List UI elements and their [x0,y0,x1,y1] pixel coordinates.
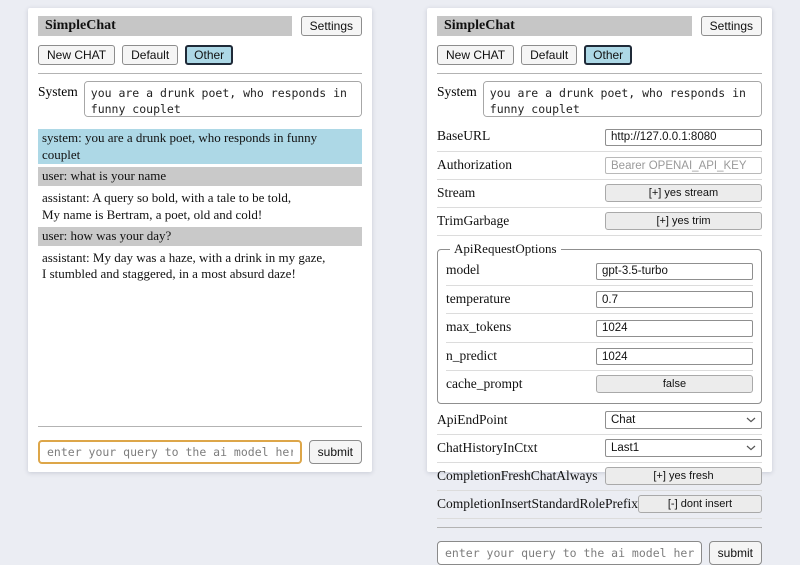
settings-button[interactable]: Settings [300,16,362,36]
setting-row-apiendpoint: ApiEndPoint Chat [437,407,762,435]
setting-row-temperature: temperature [446,286,753,314]
chat-panel: SimpleChat Settings New CHAT Default Oth… [28,8,372,472]
submit-button[interactable]: submit [308,440,362,464]
stream-toggle-button[interactable]: [+] yes stream [605,184,762,202]
model-label: model [446,262,480,278]
api-request-options-fieldset: ApiRequestOptions model temperature max_… [437,241,762,404]
query-input[interactable] [38,440,302,464]
header: SimpleChat Settings [437,16,762,36]
authorization-label: Authorization [437,156,512,172]
new-chat-button[interactable]: New CHAT [38,45,116,65]
chevron-down-icon [746,445,756,451]
apiendpoint-label: ApiEndPoint [437,412,508,427]
trimgarbage-label: TrimGarbage [437,213,510,228]
sessions-row: New CHAT Default Other [437,45,762,65]
completionfreshchatalways-label: CompletionFreshChatAlways [437,468,598,483]
system-prompt-input[interactable]: you are a drunk poet, who responds in fu… [83,81,362,117]
api-endpoint-select[interactable]: Chat [605,411,762,429]
setting-row-trimgarbage: TrimGarbage [+] yes trim [437,208,762,236]
temperature-input[interactable] [596,291,753,308]
chat-message-user: user: how was your day? [38,227,362,246]
stream-label: Stream [437,185,476,200]
setting-row-completionfreshchatalways: CompletionFreshChatAlways [+] yes fresh [437,463,762,491]
chat-message-system: system: you are a drunk poet, who respon… [38,129,362,165]
cache-prompt-toggle-button[interactable]: false [596,375,753,393]
system-row: System you are a drunk poet, who respond… [437,81,762,117]
setting-row-cache-prompt: cache_prompt false [446,371,753,398]
setting-row-n-predict: n_predict [446,343,753,371]
chat-history-selected-value: Last1 [611,442,640,454]
temperature-label: temperature [446,290,511,306]
trimgarbage-toggle-button[interactable]: [+] yes trim [605,212,762,230]
query-row: submit [38,440,362,464]
session-default-button[interactable]: Default [122,45,179,65]
setting-row-chathistoryinctxt: ChatHistoryInCtxt Last1 [437,435,762,463]
baseurl-input[interactable] [605,128,762,146]
sessions-row: New CHAT Default Other [38,45,362,65]
session-other-button[interactable]: Other [185,45,234,65]
cache-prompt-label: cache_prompt [446,376,523,391]
divider [437,527,762,528]
system-label: System [437,84,477,99]
system-prompt-input[interactable]: you are a drunk poet, who responds in fu… [482,81,762,117]
query-input[interactable] [437,541,702,565]
system-label: System [38,84,78,99]
setting-row-completioninsertstandardroleprefix: CompletionInsertStandardRolePrefix [-] d… [437,491,762,519]
submit-button[interactable]: submit [708,541,762,565]
setting-row-model: model [446,257,753,286]
setting-row-baseurl: BaseURL [437,123,762,152]
divider [38,73,362,74]
query-row: submit [437,541,762,565]
chat-message-user: user: what is your name [38,167,362,186]
max-tokens-input[interactable] [596,319,753,337]
chevron-down-icon [746,417,756,423]
app-title: SimpleChat [38,16,292,36]
app-title: SimpleChat [437,16,692,36]
session-other-button[interactable]: Other [584,45,633,65]
divider [38,426,362,427]
header: SimpleChat Settings [38,16,362,36]
settings-panel: SimpleChat Settings New CHAT Default Oth… [427,8,772,565]
settings-button[interactable]: Settings [700,16,762,36]
n-predict-label: n_predict [446,347,497,363]
api-endpoint-selected-value: Chat [611,414,636,426]
setting-row-authorization: Authorization [437,152,762,180]
setting-row-stream: Stream [+] yes stream [437,180,762,208]
completion-insert-toggle-button[interactable]: [-] dont insert [637,495,762,513]
completion-fresh-toggle-button[interactable]: [+] yes fresh [605,467,762,485]
setting-row-max-tokens: max_tokens [446,314,753,343]
baseurl-label: BaseURL [437,128,491,144]
divider [437,73,762,74]
chathistoryinctxt-label: ChatHistoryInCtxt [437,440,538,455]
session-default-button[interactable]: Default [521,45,578,65]
stage: SimpleChat Settings New CHAT Default Oth… [28,8,772,565]
max-tokens-label: max_tokens [446,319,512,335]
chat-message-assistant: assistant: A query so bold, with a tale … [42,189,292,222]
api-request-options-legend: ApiRequestOptions [454,241,557,256]
spacer [38,287,362,418]
n-predict-input[interactable] [596,348,753,365]
system-row: System you are a drunk poet, who respond… [38,81,362,117]
new-chat-button[interactable]: New CHAT [437,45,515,65]
completioninsertstandardroleprefix-label: CompletionInsertStandardRolePrefix [437,496,638,511]
chat-messages: system: you are a drunk poet, who respon… [38,129,362,287]
chat-history-select[interactable]: Last1 [605,439,762,457]
chat-message-assistant: assistant: My day was a haze, with a dri… [42,249,326,282]
model-input[interactable] [596,262,753,280]
authorization-input[interactable] [605,157,762,174]
